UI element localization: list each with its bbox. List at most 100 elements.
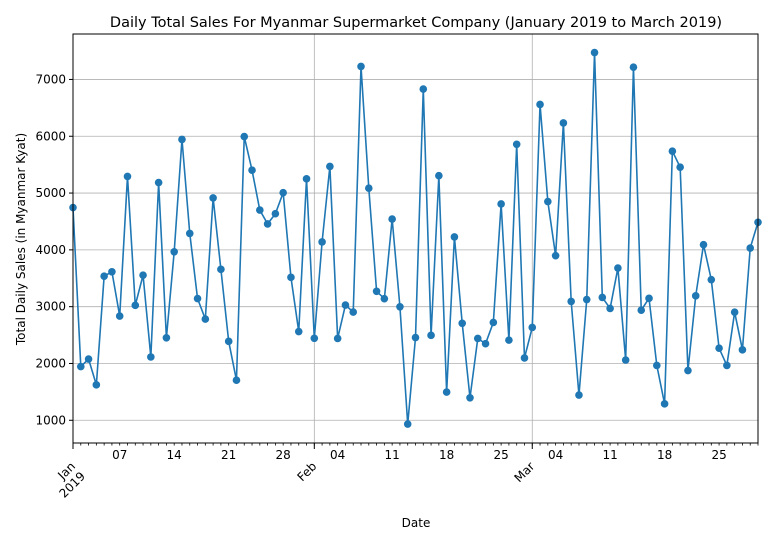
data-point: 2019-03-29: 4032	[746, 244, 755, 252]
data-point: 2019-01-20: 3657	[217, 265, 225, 274]
data-point: 2019-02-08: 5085	[364, 184, 373, 193]
data-point: 2019-01-26: 4457	[263, 220, 272, 228]
data-point: 2019-01-16: 4290	[185, 229, 194, 238]
data-point: 2019-02-17: 5305	[435, 171, 443, 180]
x-tick-label: 21	[221, 448, 236, 462]
data-point: 2019-02-09: 3271	[372, 287, 381, 296]
x-tick-label: 25	[711, 448, 726, 462]
data-point: 2019-01-07: 2835	[115, 312, 124, 320]
x-axis-label: Date	[402, 516, 431, 530]
x-month-label-line: Feb	[295, 459, 320, 484]
data-point: 2019-01-10: 3555	[139, 271, 147, 279]
data-point: 2019-01-09: 3023	[131, 301, 140, 310]
data-point: 2019-02-05: 3029	[341, 301, 350, 309]
data-point: 2019-02-04: 2440	[333, 334, 342, 343]
data-point: 2019-01-24: 5402	[248, 166, 256, 175]
data-point: 2019-02-19: 4228	[450, 233, 459, 241]
data-point: 2019-01-23: 5994	[240, 132, 249, 141]
data-point: 2019-01-25: 4700	[256, 206, 264, 214]
y-tick-label: 4000	[35, 243, 66, 257]
data-point: 2019-01-14: 3966	[170, 247, 178, 256]
x-tick-label: 18	[657, 448, 672, 462]
plot-frame	[72, 33, 759, 444]
data-point: 2019-03-02: 6560	[536, 100, 544, 109]
x-tick-label: 28	[276, 448, 291, 462]
data-point: 2019-02-23: 2348	[481, 339, 490, 348]
data-point: 2019-01-11: 2114	[147, 353, 155, 361]
data-point: 2019-02-22: 2440	[473, 334, 482, 343]
x-tick-label: 04	[548, 448, 563, 462]
data-point: 2019-01-03: 2078	[84, 355, 93, 363]
data-point: 2019-01-02: 1945	[76, 362, 85, 371]
data-point: 2019-01-19: 4915	[209, 194, 217, 202]
data-point: 2019-02-11: 4542	[388, 215, 396, 223]
data-point: 2019-03-19: 5738	[668, 147, 677, 155]
data-point: 2019-03-28: 2240	[738, 346, 747, 354]
data-point: 2019-01-12: 5184	[154, 178, 163, 187]
data-point: 2019-02-16: 2495	[427, 331, 435, 340]
y-tick-label: 3000	[35, 300, 66, 314]
data-point: 2019-01-21: 2390	[224, 337, 233, 346]
x-tick-label: 18	[439, 448, 454, 462]
data-point: 2019-03-03: 4851	[544, 197, 552, 206]
data-point: 2019-02-03: 5468	[326, 162, 334, 171]
series-line: 2019-01-01: 47452019-01-02: 19452019-01-…	[69, 48, 762, 428]
data-point: 2019-01-18: 2781	[201, 315, 210, 323]
data-point: 2019-02-12: 2998	[396, 302, 404, 311]
data-point: 2019-03-17: 1966	[653, 361, 661, 370]
data-point: 2019-03-18: 1289	[660, 400, 669, 408]
data-point: 2019-01-06: 3614	[108, 267, 116, 276]
data-point: 2019-01-04: 1624	[92, 381, 101, 389]
data-point: 2019-01-05: 3537	[100, 272, 108, 280]
x-tick-label: 07	[112, 448, 127, 462]
x-month-label: Feb	[295, 459, 320, 484]
x-tick-label: 25	[493, 448, 508, 462]
x-tick-label: 11	[602, 448, 617, 462]
data-point: 2019-01-27: 4636	[271, 209, 280, 218]
data-point: 2019-03-13: 2061	[621, 356, 630, 364]
data-point: 2019-02-07: 7229	[357, 62, 365, 71]
y-tick-label: 6000	[35, 129, 66, 143]
data-point: 2019-02-15: 6830	[419, 85, 428, 93]
data-point: 2019-03-20: 5455	[676, 163, 684, 172]
y-axis-label: Total Daily Sales (in Myanmar Kyat)	[14, 133, 28, 346]
data-point: 2019-03-22: 3191	[691, 292, 700, 300]
data-point: 2019-03-26: 1966	[723, 361, 731, 370]
data-point: 2019-01-17: 3143	[193, 294, 202, 303]
y-tick-label: 5000	[35, 186, 66, 200]
y-axis: 1000 2000 3000 4000 5000 6000 7000	[35, 72, 73, 427]
data-point: 2019-01-28: 5006	[279, 188, 287, 197]
data-point: 2019-02-26: 2411	[505, 336, 513, 344]
data-point: 2019-02-24: 2722	[489, 318, 498, 327]
data-point: 2019-02-21: 1396	[466, 393, 474, 402]
data-point: 2019-03-10: 3163	[598, 293, 607, 302]
data-point: 2019-03-27: 2903	[730, 308, 739, 316]
data-point: 2019-03-05: 6234	[559, 119, 568, 127]
data-point: 2019-01-08: 5293	[123, 172, 132, 181]
data-point: 2019-03-07: 1444	[575, 391, 583, 399]
data-point: 2019-01-29: 3516	[287, 273, 295, 282]
data-point: 2019-03-01: 2634	[528, 323, 537, 332]
data-point: 2019-01-15: 5944	[178, 135, 186, 144]
x-tick-label: 11	[385, 448, 400, 462]
data-point: 2019-03-15: 2938	[637, 306, 646, 314]
data-point: 2019-02-27: 5859	[512, 140, 521, 149]
data-point: 2019-02-28: 2097	[520, 354, 529, 362]
y-tick-label: 7000	[35, 72, 66, 86]
data-point: 2019-02-01: 2444	[310, 334, 319, 343]
data-point: 2019-02-13: 934	[403, 420, 412, 428]
data-point: 2019-03-12: 3680	[614, 264, 622, 272]
data-point: 2019-01-22: 1705	[232, 376, 241, 385]
y-tick-label: 2000	[35, 356, 66, 370]
data-point: 2019-03-04: 3898	[551, 251, 560, 260]
data-point: 2019-03-24: 3476	[707, 275, 716, 284]
data-point: 2019-03-16: 3147	[645, 294, 653, 303]
data-point: 2019-02-14: 2457	[411, 333, 420, 342]
data-point: 2019-02-18: 1496	[442, 388, 451, 396]
data-point: 2019-02-06: 2905	[349, 308, 358, 316]
data-point: 2019-03-09: 7474	[590, 48, 599, 57]
x-month-label-line: Mar	[511, 459, 537, 485]
data-point: 2019-03-11: 2968	[606, 304, 614, 313]
